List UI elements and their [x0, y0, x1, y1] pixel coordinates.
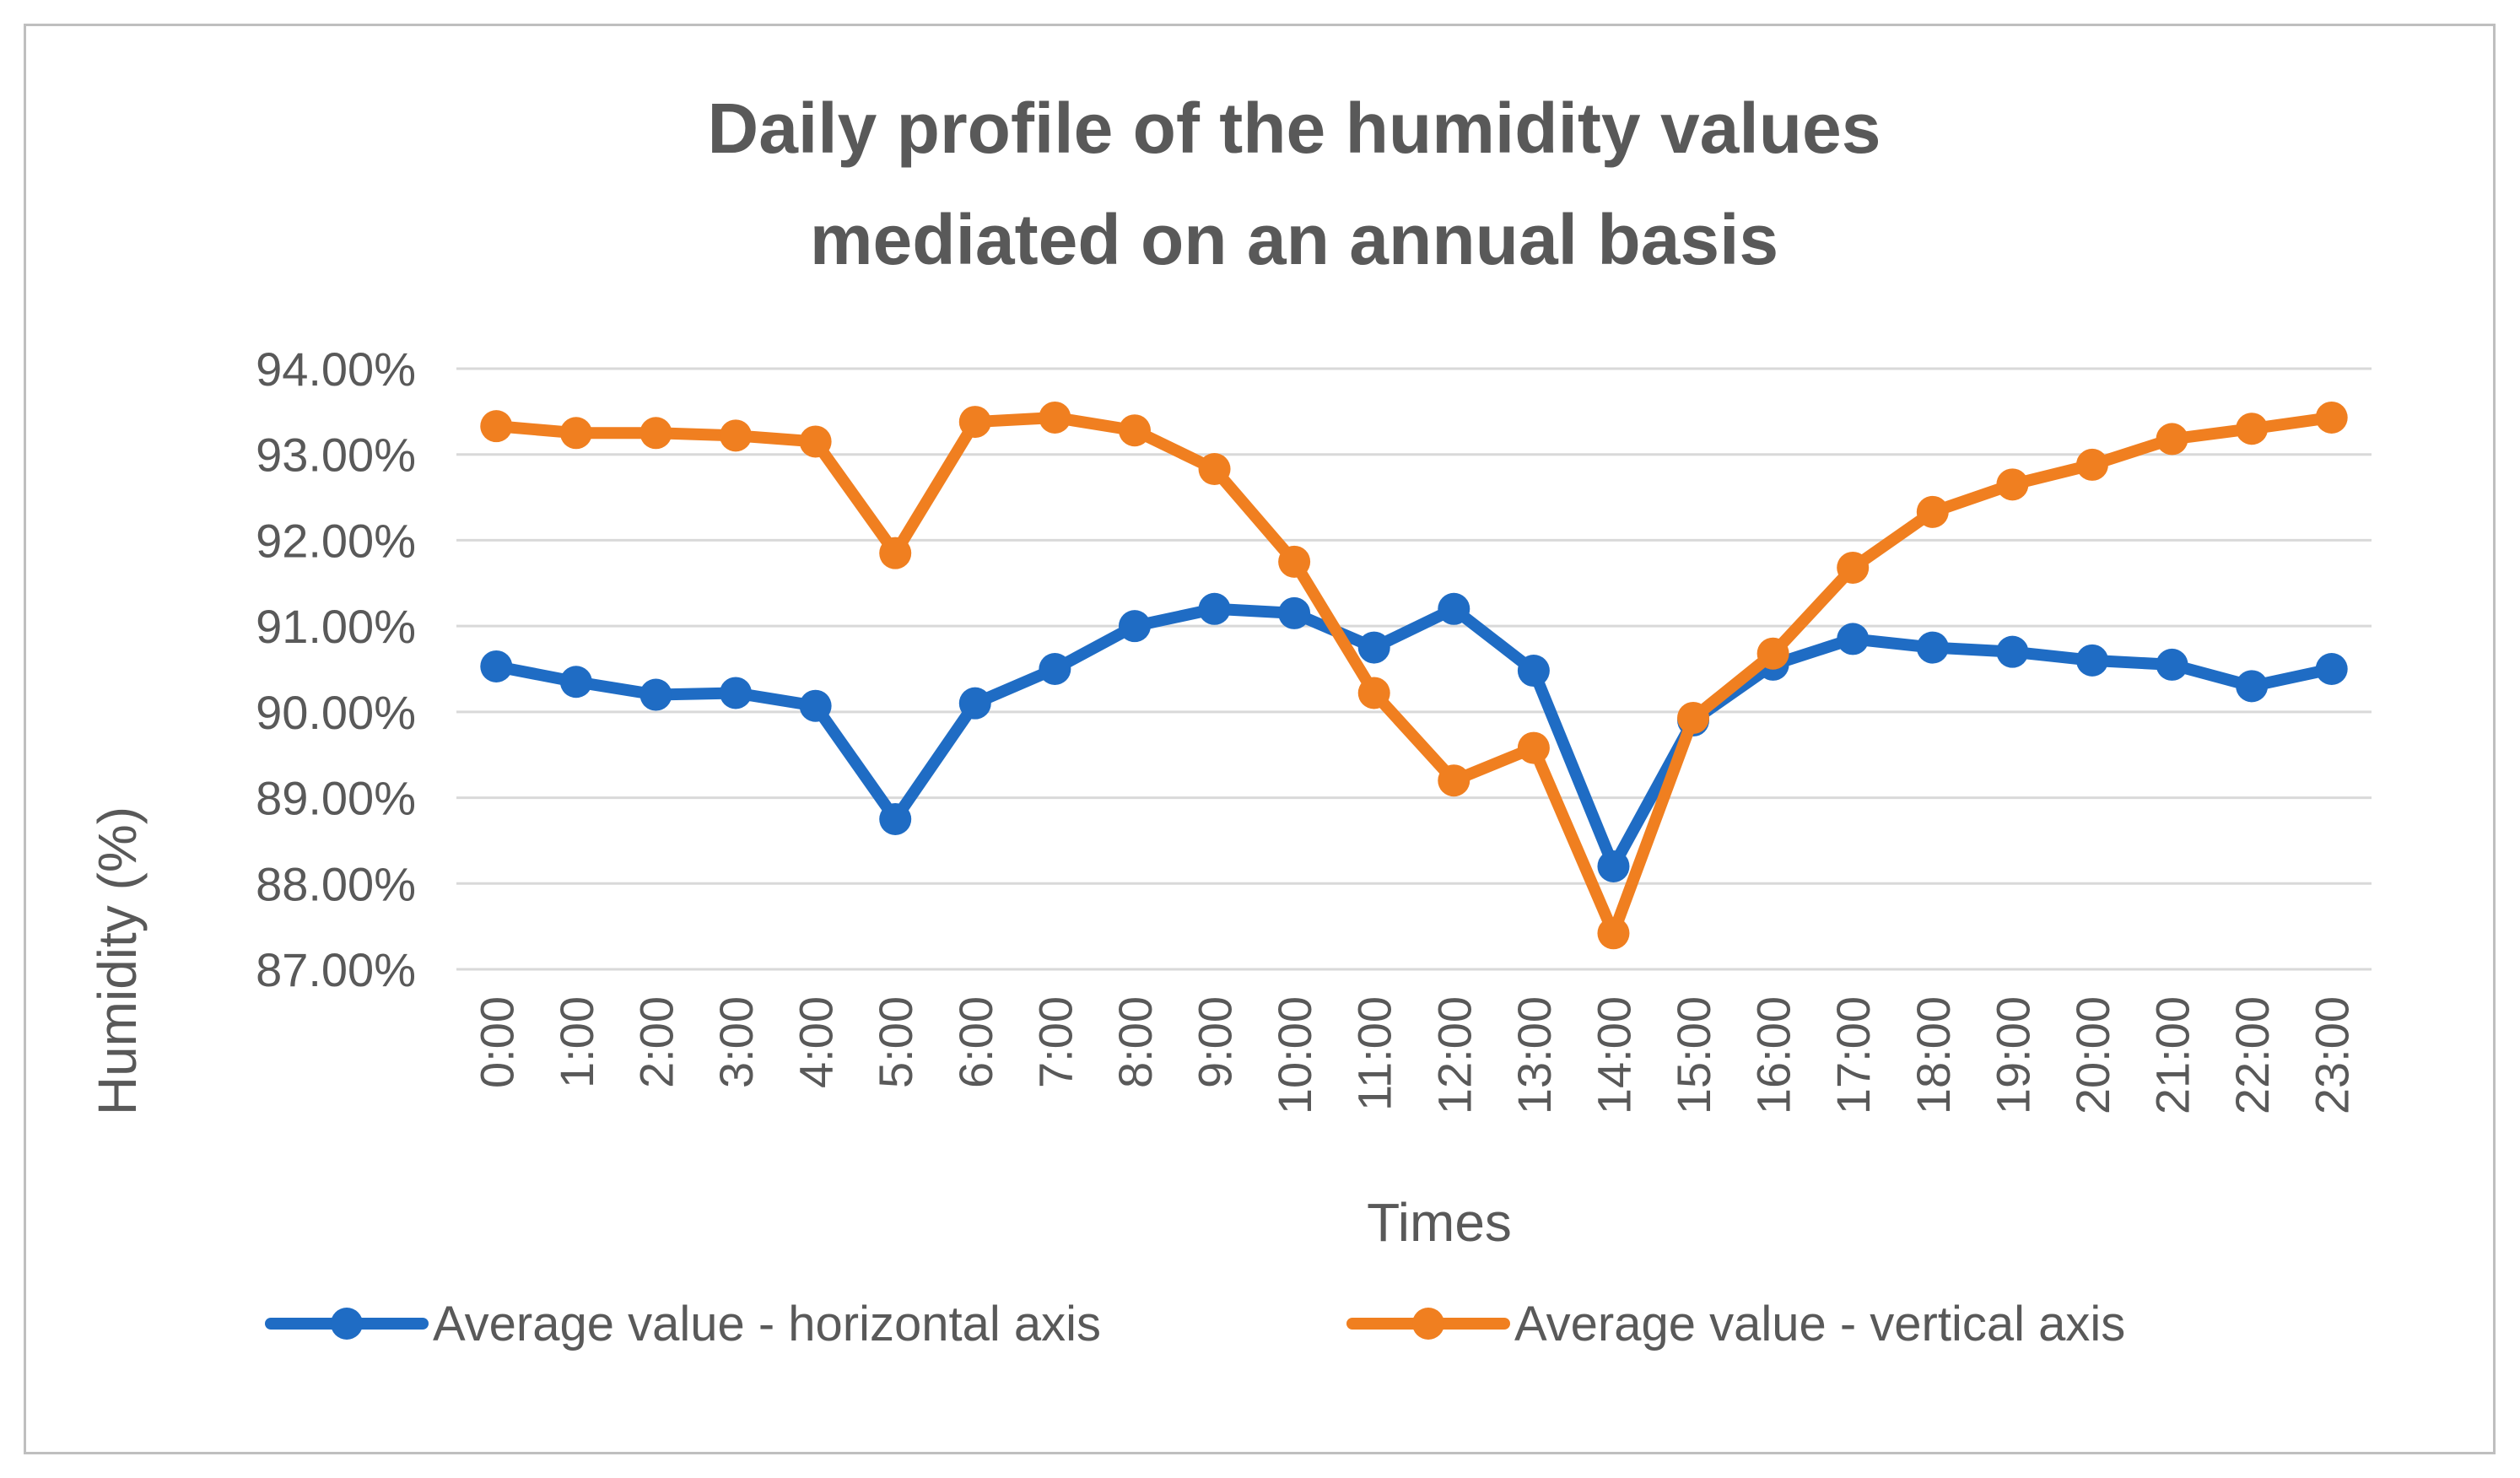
data-point	[799, 689, 832, 722]
data-point	[639, 678, 672, 711]
y-tick-label: 94.00%	[256, 343, 416, 396]
x-tick-label: 14:00	[1587, 996, 1640, 1114]
data-point	[1039, 653, 1071, 685]
x-tick-label: 23:00	[2306, 996, 2359, 1114]
data-point	[480, 650, 513, 682]
data-point	[879, 537, 912, 569]
x-tick-label: 2:00	[629, 996, 683, 1088]
data-point	[2075, 644, 2108, 677]
data-point	[1278, 545, 1311, 578]
data-point	[958, 406, 991, 439]
data-point	[1837, 623, 1870, 655]
y-tick-label: 87.00%	[256, 943, 416, 996]
x-tick-label: 18:00	[1907, 996, 1960, 1114]
y-tick-label: 88.00%	[256, 857, 416, 910]
data-point	[1278, 596, 1311, 629]
y-tick-label: 89.00%	[256, 772, 416, 825]
data-point	[1597, 917, 1630, 950]
y-tick-label: 92.00%	[256, 514, 416, 567]
x-tick-label: 1:00	[550, 996, 603, 1088]
chart-title-line-2: mediated on an annual basis	[810, 200, 1778, 279]
x-axis-title: Times	[1367, 1192, 1512, 1253]
data-point	[2315, 653, 2348, 685]
x-tick-label: 13:00	[1508, 996, 1561, 1114]
data-point	[720, 677, 753, 709]
data-point	[1916, 631, 1949, 664]
series-group	[480, 401, 2348, 950]
x-tick-label: 5:00	[869, 996, 922, 1088]
x-tick-label: 19:00	[1986, 996, 2039, 1114]
x-tick-label: 12:00	[1427, 996, 1481, 1114]
x-tick-label: 9:00	[1189, 996, 1242, 1088]
x-tick-label: 4:00	[790, 996, 843, 1088]
data-point	[1198, 453, 1231, 486]
data-point	[480, 410, 513, 443]
series-2	[480, 401, 2348, 950]
data-point	[799, 425, 832, 458]
data-point	[2236, 670, 2269, 703]
series-1	[480, 592, 2348, 882]
legend-marker	[1412, 1308, 1444, 1340]
x-tick-label: 17:00	[1827, 996, 1880, 1114]
data-point	[958, 687, 991, 720]
data-point	[1756, 637, 1789, 670]
data-point	[1438, 764, 1470, 797]
data-point	[2156, 423, 2188, 456]
y-tick-label: 93.00%	[256, 429, 416, 482]
data-point	[1118, 414, 1151, 447]
humidity-line-chart: Daily profile of the humidity values med…	[87, 89, 2372, 1351]
data-point	[1357, 631, 1390, 664]
legend: Average value - horizontal axis Average v…	[265, 1297, 2125, 1351]
y-tick-label: 90.00%	[256, 686, 416, 739]
x-tick-label: 7:00	[1028, 996, 1082, 1088]
x-tick-label: 15:00	[1667, 996, 1720, 1114]
y-axis-title: Humidity (%)	[87, 806, 148, 1115]
data-point	[1597, 850, 1630, 882]
data-point	[2075, 448, 2108, 481]
legend-marker	[331, 1308, 363, 1340]
y-tick-label: 91.00%	[256, 600, 416, 653]
x-tick-label: 11:00	[1348, 996, 1401, 1111]
x-tick-label: 20:00	[2066, 996, 2119, 1114]
x-tick-label: 21:00	[2146, 996, 2199, 1114]
x-tick-label: 8:00	[1109, 996, 1162, 1088]
data-point	[559, 417, 592, 450]
data-point	[1916, 495, 1949, 528]
data-point	[639, 417, 672, 450]
data-point	[2236, 413, 2269, 445]
data-point	[2156, 648, 2188, 681]
x-tick-label: 0:00	[470, 996, 523, 1088]
data-point	[1039, 401, 1071, 434]
data-point	[1996, 468, 2029, 501]
data-point	[2315, 401, 2348, 434]
data-point	[1198, 592, 1231, 625]
data-point	[879, 803, 912, 835]
legend-label: Average value - horizontal axis	[433, 1297, 1101, 1351]
x-axis-ticks: 0:00 1:00 2:00 3:00 4:00 5:00 6:00 7:00 8:00 9:00…	[470, 996, 2358, 1114]
legend-label: Average value - vertical axis	[1514, 1297, 2125, 1351]
x-tick-label: 16:00	[1747, 996, 1800, 1114]
y-axis-ticks: 94.00% 93.00% 92.00% 91.00% 90.00% 89.00% 88.0…	[256, 343, 416, 996]
series-line	[490, 411, 2338, 940]
chart-frame: Daily profile of the humidity values med…	[24, 24, 2496, 1454]
data-point	[1837, 551, 1870, 584]
data-point	[1118, 610, 1151, 643]
x-tick-label: 3:00	[710, 996, 763, 1088]
legend-item: Average value - horizontal axis	[265, 1297, 1101, 1351]
x-tick-label: 22:00	[2226, 996, 2279, 1114]
data-point	[1677, 701, 1710, 734]
data-point	[1517, 655, 1550, 688]
data-point	[559, 666, 592, 699]
gridlines	[456, 367, 2372, 971]
chart-title-line-1: Daily profile of the humidity values	[708, 89, 1881, 168]
legend-item: Average value - vertical axis	[1346, 1297, 2125, 1351]
x-tick-label: 10:00	[1268, 996, 1321, 1114]
data-point	[1996, 635, 2029, 668]
data-point	[1357, 677, 1390, 709]
x-tick-label: 6:00	[949, 996, 1002, 1088]
data-point	[1517, 731, 1550, 764]
data-point	[720, 419, 753, 452]
data-point	[1438, 592, 1470, 625]
